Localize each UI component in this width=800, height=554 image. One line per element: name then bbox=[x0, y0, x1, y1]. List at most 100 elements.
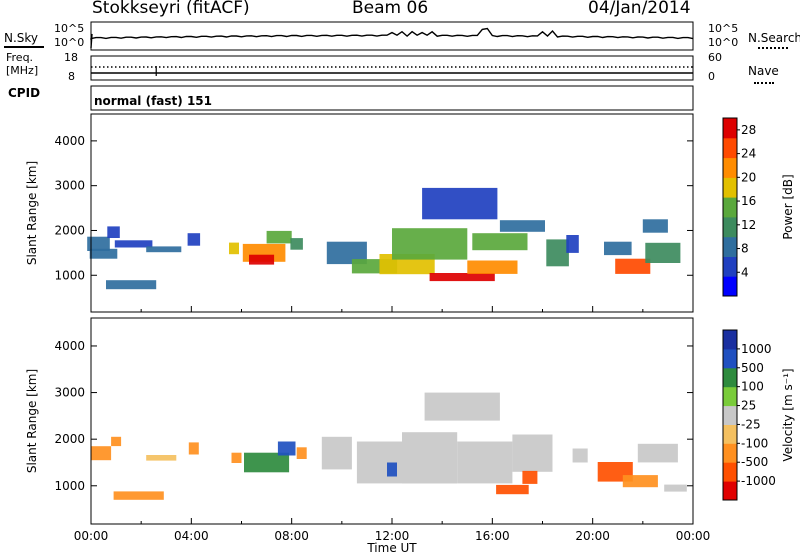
colorbar-tick-label: 16 bbox=[741, 194, 756, 208]
power-cell bbox=[326, 241, 367, 265]
velocity-cell bbox=[244, 452, 290, 473]
colorbar-tick-label: 12 bbox=[741, 218, 756, 232]
nave-right-tick-top: 60 bbox=[708, 51, 722, 64]
x-tick-label: 00:00 bbox=[676, 529, 711, 543]
colorbar-tick-label: -100 bbox=[741, 436, 768, 450]
y-tick-label: 4000 bbox=[54, 134, 85, 148]
colorbar-segment bbox=[723, 481, 737, 501]
cpid-label: CPID bbox=[8, 86, 41, 100]
freq-panel-frame bbox=[90, 55, 694, 81]
colorbar-tick-label: 1000 bbox=[741, 342, 772, 356]
cpid-panel-frame bbox=[90, 85, 694, 111]
power-cell bbox=[422, 187, 498, 220]
power-cell bbox=[87, 236, 110, 251]
velocity-cell bbox=[277, 441, 296, 456]
velocity-cell bbox=[146, 455, 177, 461]
colorbar-segment bbox=[723, 424, 737, 444]
freq-left-tick-bottom: 8 bbox=[68, 70, 75, 83]
y-tick-label: 2000 bbox=[54, 432, 85, 446]
nave-dots bbox=[754, 82, 774, 84]
colorbar-tick-label: 28 bbox=[741, 123, 756, 137]
power-cell bbox=[566, 235, 579, 253]
y-tick-label: 3000 bbox=[54, 179, 85, 193]
noise-sky-label: N.Sky bbox=[4, 31, 39, 45]
velocity-cell bbox=[512, 434, 553, 472]
colorbar-segment bbox=[723, 216, 737, 238]
y-axis-label: Slant Range [km] bbox=[25, 369, 39, 473]
power-cell bbox=[499, 220, 545, 232]
power-cell bbox=[229, 242, 239, 255]
colorbar-segment bbox=[723, 157, 737, 178]
power-cell bbox=[249, 254, 275, 265]
power-cell bbox=[89, 248, 118, 259]
noise-right-tick-bottom: 10^0 bbox=[708, 36, 739, 49]
velocity-cell bbox=[402, 432, 458, 484]
colorbar-segment bbox=[723, 330, 737, 350]
velocity-cell bbox=[664, 484, 687, 492]
panel-power-bg bbox=[91, 114, 693, 312]
colorbar-tick-label: 500 bbox=[741, 361, 764, 375]
panel-velocity-bg bbox=[91, 318, 693, 524]
colorbar-tick-label: 24 bbox=[741, 147, 756, 161]
noise-search-dots bbox=[758, 47, 788, 49]
power-cell bbox=[546, 239, 569, 267]
colorbar-segment bbox=[723, 137, 737, 159]
y-tick-label: 1000 bbox=[54, 268, 85, 282]
beam-label: Beam 06 bbox=[352, 0, 429, 18]
colorbar-segment bbox=[723, 386, 737, 407]
velocity-cell bbox=[572, 448, 588, 463]
power-cell bbox=[467, 260, 518, 274]
y-tick-label: 4000 bbox=[54, 339, 85, 353]
x-tick-label: 08:00 bbox=[274, 529, 309, 543]
noise-left-tick-top: 10^5 bbox=[54, 22, 85, 35]
velocity-cell bbox=[424, 392, 500, 421]
date-label: 04/Jan/2014 bbox=[588, 0, 691, 18]
colorbar-tick-label: 20 bbox=[741, 170, 756, 184]
velocity-cell bbox=[622, 475, 658, 488]
power-cell bbox=[290, 238, 303, 250]
x-tick-label: 20:00 bbox=[575, 529, 610, 543]
velocity-cell bbox=[356, 441, 403, 484]
power-cell bbox=[472, 233, 528, 251]
velocity-cell bbox=[231, 452, 242, 463]
freq-unit-label: [MHz] bbox=[6, 64, 39, 77]
colorbar-tick-label: 8 bbox=[741, 242, 749, 256]
power-cell bbox=[266, 230, 292, 244]
x-tick-label: 16:00 bbox=[475, 529, 510, 543]
noise-panel-frame bbox=[90, 21, 694, 51]
noise-right-tick-top: 10^5 bbox=[708, 22, 739, 35]
colorbar-tick-label: 25 bbox=[741, 399, 756, 413]
y-tick-label: 3000 bbox=[54, 386, 85, 400]
power-cell bbox=[615, 258, 651, 274]
colorbar-segment bbox=[723, 118, 737, 139]
colorbar-segment bbox=[723, 367, 737, 388]
x-axis-label: Time UT bbox=[366, 541, 417, 554]
colorbar-tick-label: -1000 bbox=[741, 474, 776, 488]
colorbar-segment bbox=[723, 443, 737, 463]
station-title: Stokkseyri (fitACF) bbox=[92, 0, 250, 18]
power-cell bbox=[106, 280, 157, 290]
noise-search-label: N.Search bbox=[748, 31, 800, 45]
x-tick-label: 12:00 bbox=[375, 529, 410, 543]
velocity-cell bbox=[91, 446, 112, 461]
velocity-cell bbox=[522, 470, 538, 484]
nave-label: Nave bbox=[748, 64, 779, 78]
colorbar-segment bbox=[723, 348, 737, 369]
x-tick-label: 04:00 bbox=[174, 529, 209, 543]
colorbar-frame bbox=[722, 117, 738, 297]
noise-sky-underline bbox=[4, 46, 44, 48]
velocity-cell bbox=[296, 447, 307, 459]
noise-sky-line bbox=[90, 27, 694, 49]
power-cell bbox=[187, 233, 201, 246]
colorbar-label: Power [dB] bbox=[781, 174, 795, 239]
colorbar-label: Velocity [m s⁻¹] bbox=[781, 368, 795, 461]
colorbar-tick-label: 100 bbox=[741, 380, 764, 394]
colorbar-segment bbox=[723, 462, 737, 482]
y-axis-label: Slant Range [km] bbox=[25, 161, 39, 265]
velocity-cell bbox=[321, 436, 352, 470]
colorbar-tick-label: 4 bbox=[741, 265, 749, 279]
velocity-cell bbox=[637, 443, 678, 463]
velocity-cell bbox=[496, 484, 529, 495]
power-cell bbox=[114, 240, 153, 248]
